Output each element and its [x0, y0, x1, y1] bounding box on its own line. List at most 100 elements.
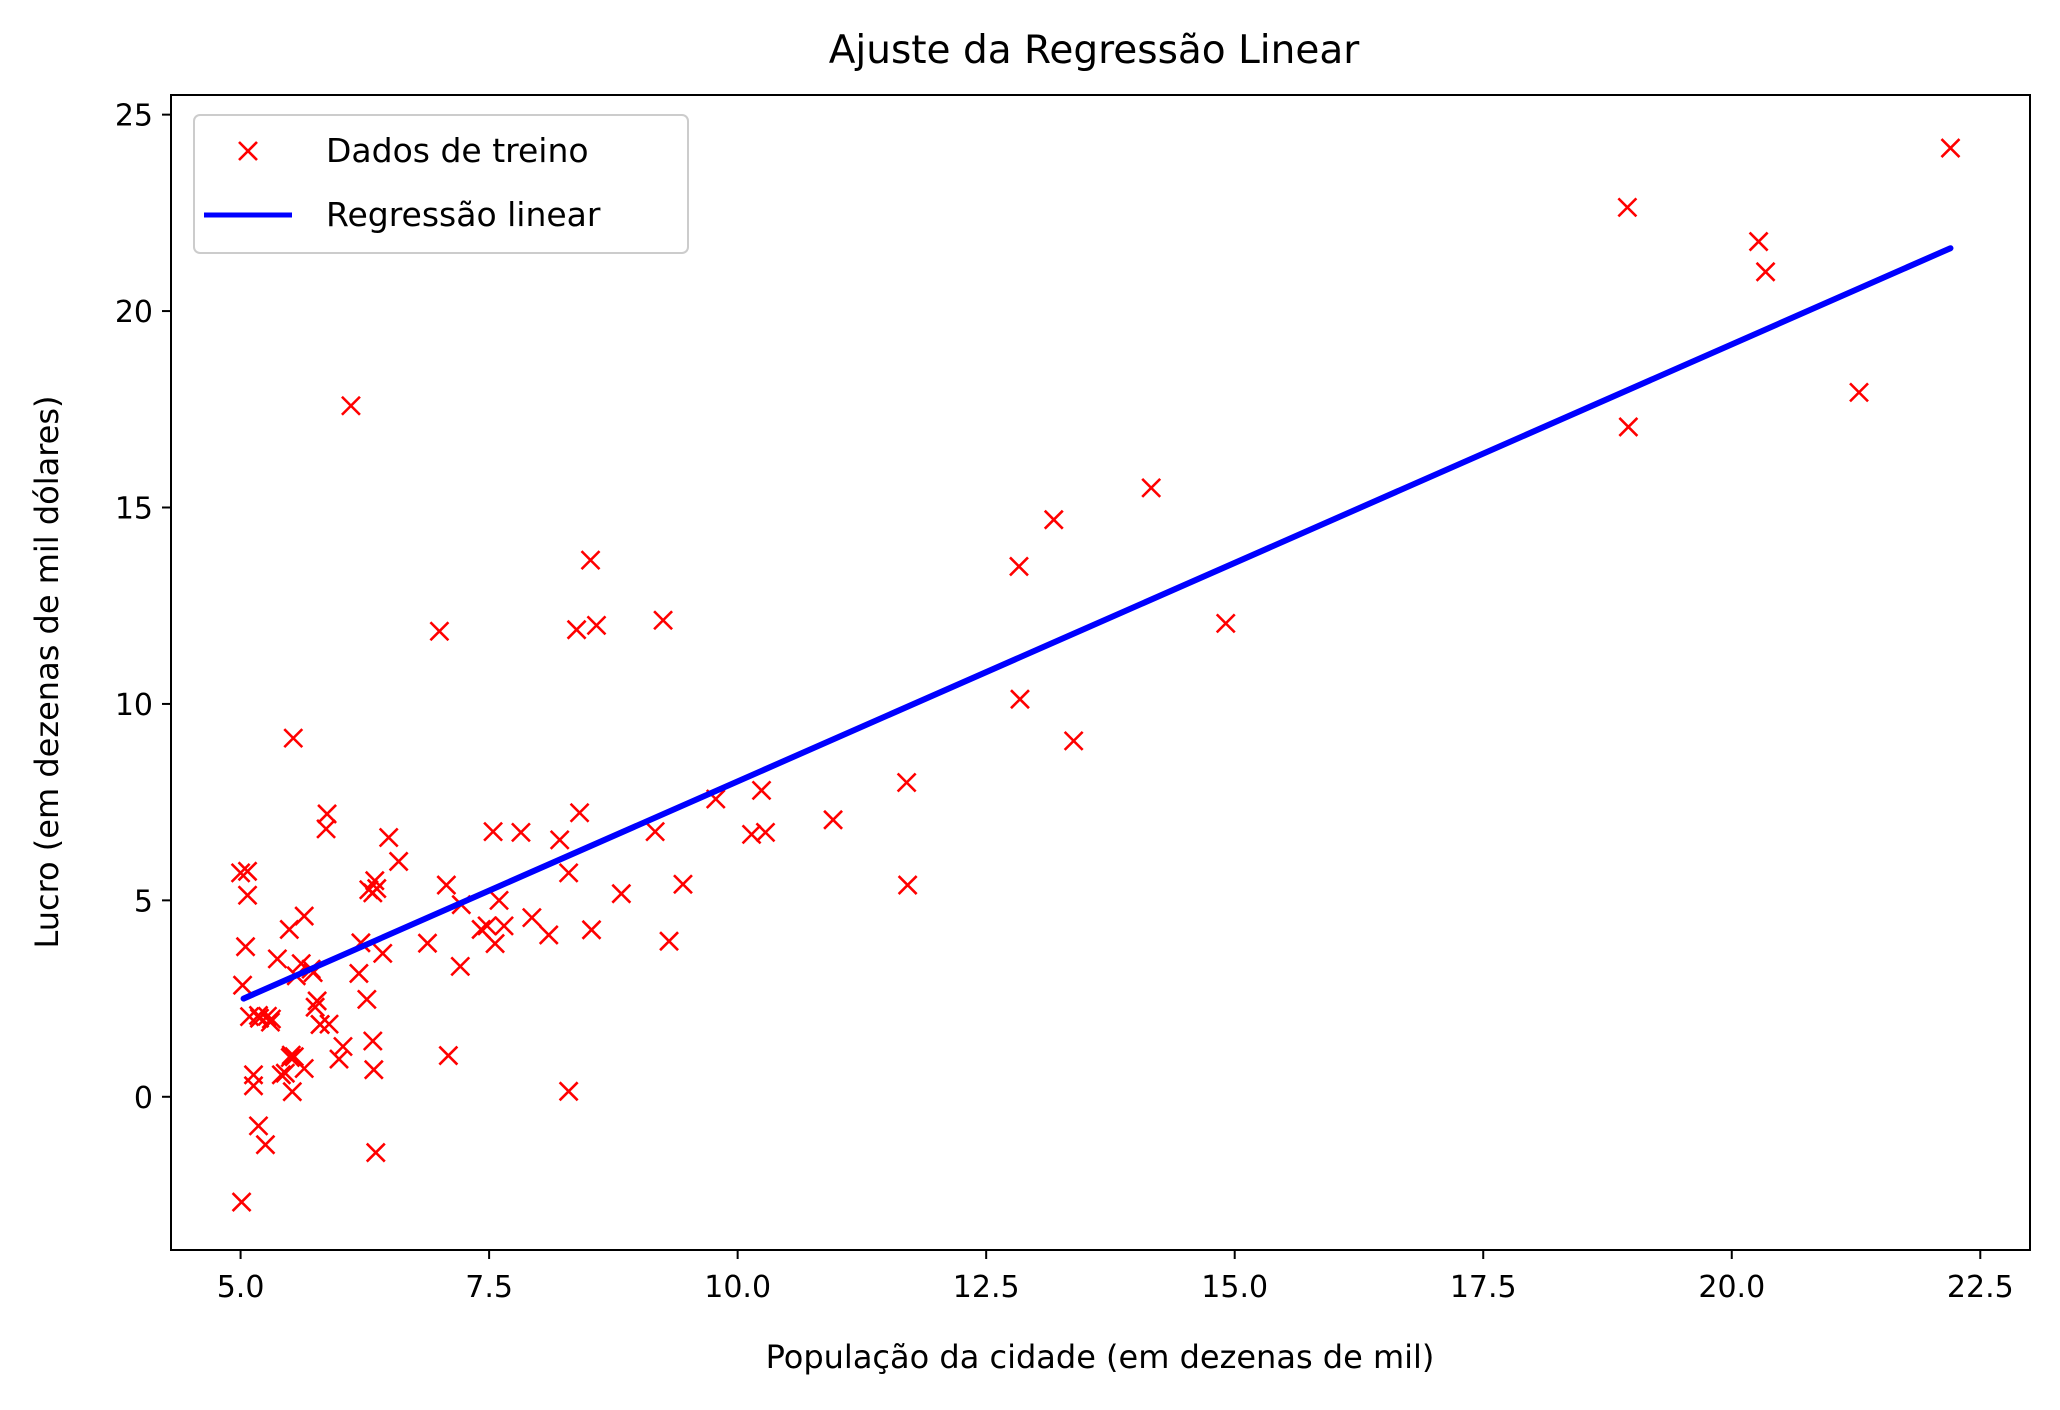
data-point [741, 824, 762, 845]
data-point [307, 991, 328, 1011]
y-tick-label: 20 [115, 295, 153, 330]
y-axis-label: Lucro (em dezenas de mil dólares) [28, 395, 66, 948]
data-point [438, 1045, 459, 1066]
data-point [659, 931, 679, 952]
data-point [341, 395, 361, 416]
data-point [255, 1134, 276, 1155]
x-tick-label: 5.0 [217, 1270, 265, 1305]
x-tick-label: 20.0 [1698, 1270, 1765, 1305]
data-point [581, 919, 602, 940]
data-point [356, 989, 377, 1010]
data-point [260, 1012, 281, 1033]
plot-frame [170, 94, 2031, 1251]
data-point [521, 907, 542, 928]
x-tick-label: 7.5 [465, 1270, 513, 1305]
data-point [673, 874, 693, 895]
legend-label-dados-de-treino: Dados de treino [326, 131, 589, 170]
data-point [358, 879, 379, 900]
y-tick-label: 0 [134, 1081, 153, 1116]
data-point [1617, 197, 1638, 218]
data-point [611, 883, 632, 904]
y-axis: 0 5 10 15 20 25 [115, 99, 171, 1116]
data-point [1043, 509, 1064, 530]
data-point [378, 827, 399, 848]
data-point [305, 997, 326, 1018]
data-point [1010, 689, 1030, 710]
data-point [450, 956, 471, 977]
x-axis-label: População da cidade (em dezenas de mil) [766, 1338, 1435, 1376]
x-axis: 5.0 7.5 10.0 12.5 15.0 17.5 20.0 22.5 [217, 1250, 2014, 1305]
data-point [282, 1081, 303, 1102]
data-point [362, 1031, 383, 1051]
data-point [436, 875, 457, 895]
data-layer [230, 138, 1961, 1212]
data-point [283, 728, 304, 749]
data-point [511, 822, 531, 843]
x-tick-label: 15.0 [1201, 1270, 1268, 1305]
data-point [896, 772, 917, 793]
data-point [1215, 613, 1236, 634]
data-point [329, 1049, 349, 1069]
data-point [363, 1059, 384, 1080]
data-point [653, 610, 674, 631]
data-point [569, 802, 590, 823]
data-point [1141, 477, 1162, 498]
data-point [494, 915, 514, 936]
data-point [1755, 261, 1776, 282]
data-point [823, 809, 844, 830]
data-point [586, 615, 607, 636]
legend-x-marker [238, 141, 258, 161]
data-point [1849, 382, 1869, 403]
data-point [248, 1115, 269, 1136]
y-tick-label: 15 [115, 492, 153, 527]
x-tick-label: 12.5 [953, 1270, 1020, 1305]
data-point [316, 818, 337, 839]
data-point [580, 550, 601, 571]
data-point [294, 906, 315, 926]
data-point [365, 1142, 386, 1163]
data-point [235, 936, 256, 957]
data-point [429, 621, 450, 642]
legend: Dados de treino Regressão linear [193, 114, 689, 254]
data-point [388, 851, 409, 872]
y-tick-label: 10 [115, 688, 153, 723]
data-point [232, 975, 253, 996]
x-tick-label: 17.5 [1450, 1270, 1517, 1305]
data-point [372, 943, 393, 964]
data-point [1063, 730, 1084, 751]
x-tick-label: 22.5 [1947, 1270, 2014, 1305]
data-point [1009, 556, 1029, 577]
data-point [477, 915, 498, 936]
legend-box [193, 114, 689, 254]
data-point [897, 875, 918, 895]
data-point [566, 619, 587, 640]
data-point [417, 933, 438, 954]
data-point [271, 1064, 292, 1085]
data-point [751, 780, 772, 801]
data-point [239, 1006, 260, 1027]
data-point [257, 1006, 278, 1027]
data-point [485, 933, 506, 954]
data-point [1940, 138, 1961, 158]
regression-line [240, 245, 1954, 1002]
data-point [558, 862, 579, 883]
y-tick-label: 5 [134, 884, 153, 919]
data-point [237, 861, 258, 882]
x-tick-label: 10.0 [704, 1270, 771, 1305]
data-point [310, 1014, 331, 1035]
data-point [230, 862, 251, 883]
data-point [317, 804, 337, 824]
data-point [275, 1063, 296, 1084]
data-point [558, 1081, 579, 1102]
data-point [231, 1192, 252, 1212]
data-point [319, 1014, 339, 1035]
data-point [489, 890, 509, 911]
data-point [243, 1075, 264, 1096]
data-point [549, 829, 570, 850]
data-point [1618, 417, 1639, 437]
plot-area [171, 95, 2030, 1250]
data-point [237, 885, 258, 906]
data-point [280, 1047, 301, 1068]
legend-marker-dados-de-treino [238, 141, 258, 161]
